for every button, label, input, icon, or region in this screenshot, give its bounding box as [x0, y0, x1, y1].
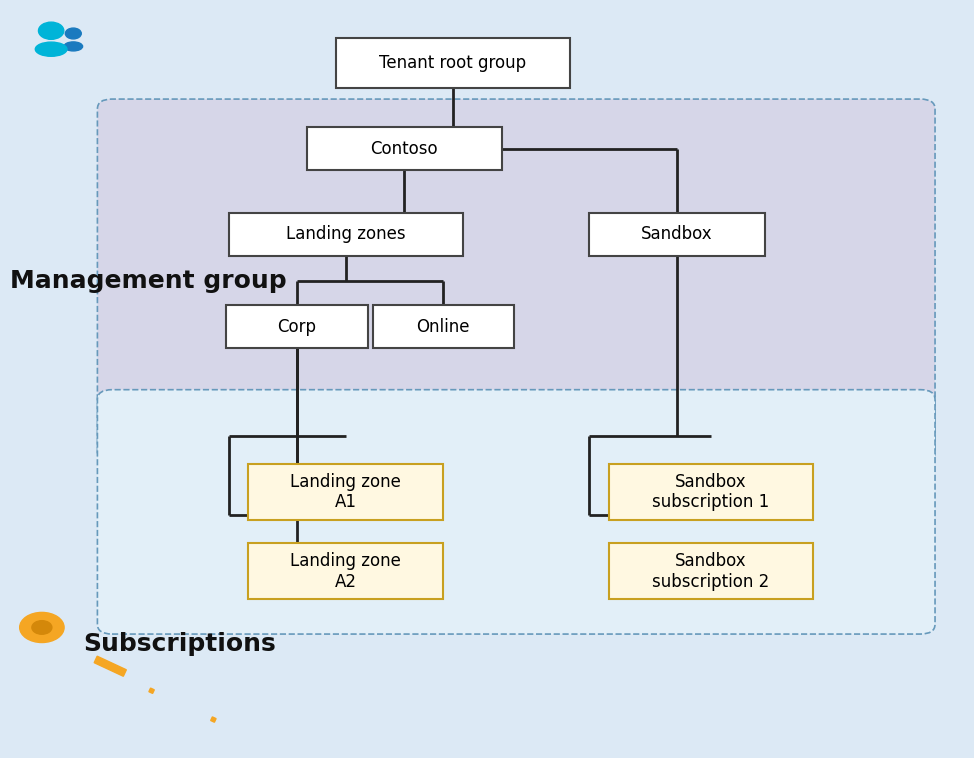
Circle shape [32, 621, 52, 634]
Bar [149, 688, 154, 694]
Bar [210, 717, 216, 722]
Text: Landing zone
A2: Landing zone A2 [290, 552, 401, 590]
Text: Management group: Management group [10, 268, 286, 293]
Text: Landing zones: Landing zones [286, 225, 405, 243]
Ellipse shape [35, 42, 67, 56]
Text: Sandbox
subscription 2: Sandbox subscription 2 [653, 552, 769, 590]
Text: Online: Online [417, 318, 469, 336]
Text: Sandbox
subscription 1: Sandbox subscription 1 [653, 473, 769, 512]
FancyBboxPatch shape [372, 305, 514, 349]
FancyBboxPatch shape [97, 99, 935, 462]
FancyBboxPatch shape [307, 127, 502, 170]
FancyBboxPatch shape [589, 213, 765, 256]
FancyBboxPatch shape [336, 38, 570, 87]
FancyBboxPatch shape [97, 390, 935, 634]
Text: Sandbox: Sandbox [641, 225, 713, 243]
Text: Subscriptions: Subscriptions [83, 632, 276, 656]
Text: Landing zone
A1: Landing zone A1 [290, 473, 401, 512]
Text: Corp: Corp [278, 318, 317, 336]
FancyBboxPatch shape [609, 543, 813, 600]
Text: Tenant root group: Tenant root group [379, 54, 527, 72]
FancyBboxPatch shape [229, 213, 463, 256]
FancyBboxPatch shape [94, 656, 127, 676]
FancyBboxPatch shape [226, 305, 367, 349]
FancyBboxPatch shape [248, 464, 443, 520]
Circle shape [65, 28, 81, 39]
FancyBboxPatch shape [609, 464, 813, 520]
Text: Contoso: Contoso [370, 139, 438, 158]
Circle shape [19, 612, 64, 643]
Circle shape [39, 22, 64, 39]
Ellipse shape [64, 42, 83, 51]
FancyBboxPatch shape [248, 543, 443, 600]
